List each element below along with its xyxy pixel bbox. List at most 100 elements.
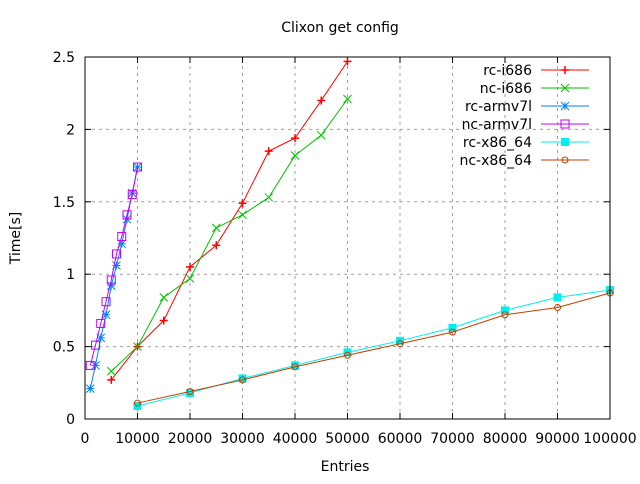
point-marker — [101, 310, 111, 320]
series-rc-i686 — [107, 57, 352, 384]
point-marker — [291, 361, 299, 370]
point-marker — [96, 333, 106, 343]
point-marker — [316, 130, 326, 140]
legend-marker — [561, 138, 569, 146]
point-marker — [85, 360, 95, 370]
y-tick-label: 1.5 — [53, 195, 75, 211]
series-line — [137, 292, 611, 404]
series-line — [89, 166, 138, 366]
legend-marker — [561, 156, 569, 164]
y-tick-label: 2 — [66, 122, 75, 138]
point-marker — [117, 232, 127, 242]
x-tick-label: 90000 — [535, 431, 580, 447]
point-marker — [185, 274, 195, 283]
point-marker — [291, 134, 299, 143]
point-marker — [186, 388, 194, 397]
point-marker — [106, 275, 116, 285]
legend-marker — [560, 101, 570, 111]
x-tick-label: 100000 — [583, 431, 636, 447]
point-marker — [560, 119, 570, 129]
point-marker — [211, 223, 221, 233]
point-marker — [343, 57, 352, 66]
y-tick-label: 1 — [66, 267, 75, 283]
legend-label: nc-x86_64 — [459, 153, 532, 169]
point-marker — [134, 399, 141, 407]
point-marker — [560, 101, 570, 111]
y-tick-label: 0.5 — [53, 340, 75, 356]
legend-label: nc-i686 — [480, 81, 532, 97]
point-marker — [238, 210, 247, 220]
series-nc-armv7l — [85, 162, 142, 370]
legend-label: rc-i686 — [483, 63, 532, 79]
legend-label: rc-x86_64 — [463, 135, 532, 151]
x-tick-label: 10000 — [115, 431, 160, 447]
legend-label: rc-armv7l — [465, 99, 532, 115]
point-marker — [96, 318, 106, 328]
point-marker — [122, 210, 132, 220]
x-tick-label: 30000 — [220, 431, 265, 447]
series-nc-i686 — [106, 94, 352, 376]
point-marker — [159, 316, 168, 325]
point-marker — [212, 241, 221, 250]
point-marker — [106, 281, 116, 291]
point-marker — [343, 94, 352, 104]
point-marker — [264, 147, 273, 156]
legend-marker — [561, 66, 569, 74]
grid — [85, 57, 610, 419]
point-marker — [159, 293, 169, 302]
point-marker — [85, 384, 95, 393]
point-marker — [448, 323, 457, 332]
series-line — [110, 98, 348, 372]
ticks: 0 10000 20000 30000 40000 50000 60000 70000 8000… — [53, 50, 637, 447]
x-tick-label: 70000 — [430, 431, 475, 447]
point-marker — [106, 366, 116, 376]
y-axis-label: Time[s] — [8, 212, 24, 265]
legend-marker — [560, 119, 570, 129]
point-marker — [112, 261, 121, 270]
point-marker — [239, 376, 246, 384]
x-tick-label: 0 — [81, 431, 90, 447]
x-tick-label: 20000 — [168, 431, 213, 447]
point-marker — [117, 239, 127, 249]
x-tick-label: 80000 — [483, 431, 528, 447]
point-marker — [133, 342, 142, 351]
point-marker — [101, 297, 111, 307]
point-marker — [290, 151, 300, 160]
point-marker — [561, 156, 569, 164]
series-line — [110, 61, 348, 381]
series-line — [137, 289, 611, 407]
point-marker — [264, 193, 274, 202]
point-marker — [91, 361, 100, 370]
point-marker — [133, 162, 142, 172]
legend-marker — [560, 83, 570, 93]
series-rc-x86_64 — [133, 286, 614, 410]
point-marker — [107, 375, 116, 384]
series-layer — [85, 57, 614, 410]
point-marker — [560, 83, 570, 93]
series-nc-x86_64 — [134, 289, 614, 407]
legend-label: nc-armv7l — [462, 117, 532, 133]
x-tick-label: 60000 — [378, 431, 423, 447]
point-marker — [553, 293, 562, 302]
series-rc-armv7l — [85, 162, 142, 393]
point-marker — [91, 340, 100, 350]
y-tick-label: 0 — [66, 412, 75, 428]
point-marker — [501, 306, 509, 315]
point-marker — [112, 249, 121, 259]
point-marker — [317, 96, 326, 105]
point-marker — [291, 363, 299, 371]
point-marker — [396, 340, 404, 348]
point-marker — [238, 199, 247, 208]
point-marker — [561, 138, 569, 146]
chart-title: Clixon get config — [281, 20, 399, 36]
point-marker — [449, 328, 456, 336]
point-marker — [344, 351, 351, 359]
plot-frame — [84, 56, 611, 420]
x-tick-label: 50000 — [325, 431, 370, 447]
point-marker — [561, 66, 569, 74]
point-marker — [238, 374, 247, 383]
point-marker — [554, 304, 561, 312]
x-axis-label: Entries — [321, 459, 370, 475]
legend: rc-i686 nc-i686 rc-armv7l nc-armv7l rc-x86_6… — [459, 63, 589, 169]
point-marker — [186, 387, 194, 395]
